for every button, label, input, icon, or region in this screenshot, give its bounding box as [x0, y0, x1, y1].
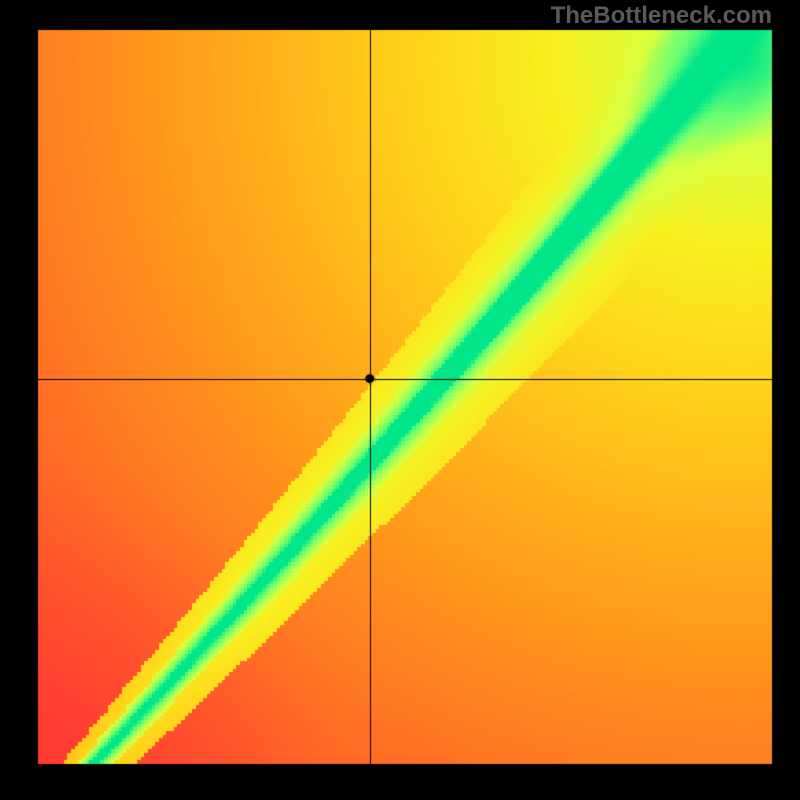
- bottleneck-heatmap: [0, 0, 800, 800]
- watermark-text: TheBottleneck.com: [551, 2, 772, 30]
- chart-container: TheBottleneck.com: [0, 0, 800, 800]
